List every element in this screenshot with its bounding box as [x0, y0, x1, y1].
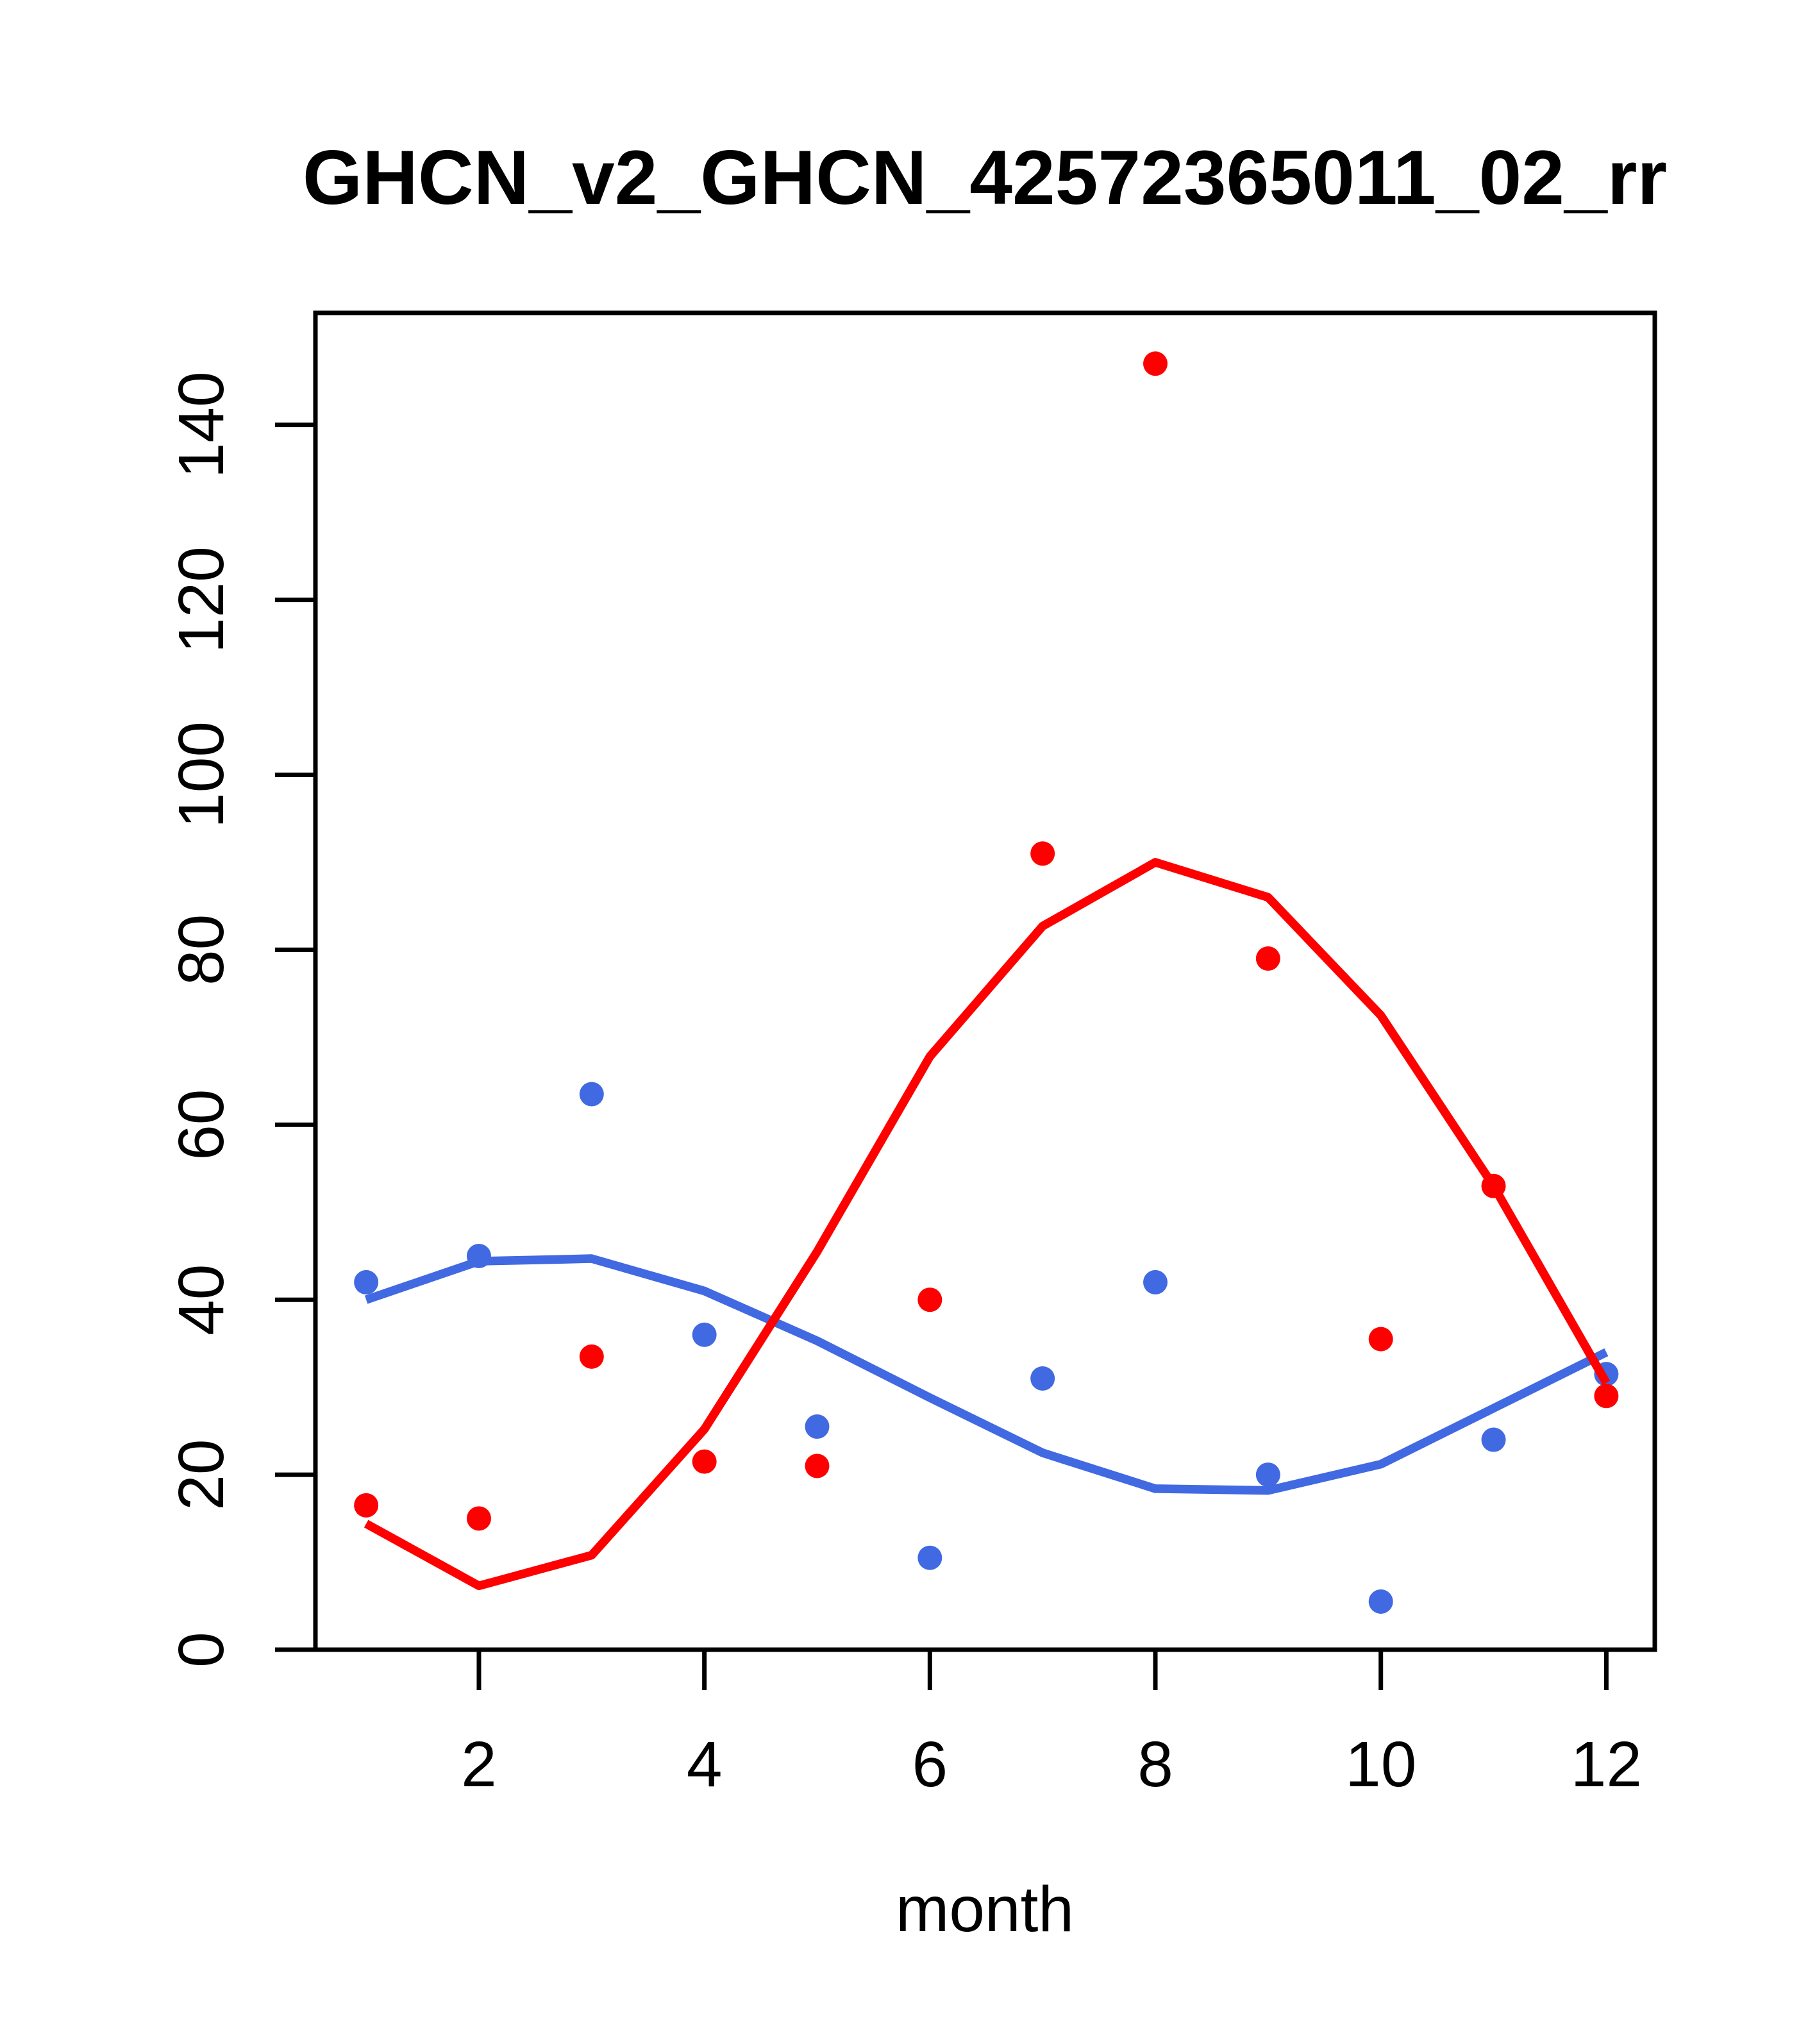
- series-red-points-dot: [917, 1287, 942, 1312]
- y-tick-label: 120: [165, 546, 237, 653]
- x-tick-label: 2: [461, 1729, 497, 1800]
- series-red-points: [354, 351, 1619, 1531]
- y-tick-label: 60: [165, 1089, 237, 1160]
- series-red-points-dot: [579, 1344, 604, 1369]
- series-red-points-dot: [1594, 1384, 1619, 1409]
- x-tick-label: 4: [687, 1729, 723, 1800]
- x-axis-label: month: [896, 1873, 1074, 1945]
- x-axis-ticks: 2 4 6 8 10 12: [461, 1650, 1642, 1800]
- y-tick-label: 80: [165, 914, 237, 985]
- series-red-points-dot: [805, 1453, 830, 1479]
- series-red-points-dot: [354, 1493, 379, 1518]
- series-blue-points-dot: [917, 1545, 942, 1570]
- series-red-points-dot: [692, 1449, 717, 1474]
- series-blue-points-dot: [1143, 1269, 1168, 1294]
- plot-title: GHCN_v2_GHCN_42572365011_02_rr: [303, 135, 1667, 221]
- y-tick-label: 20: [165, 1439, 237, 1510]
- series-blue-points-dot: [579, 1082, 604, 1107]
- series-blue-points-dot: [1481, 1427, 1506, 1452]
- plot-box: [313, 310, 1657, 1652]
- series-blue-points-dot: [354, 1269, 379, 1294]
- series-red-smooth: [364, 858, 1611, 1591]
- x-tick-label: 6: [912, 1729, 948, 1800]
- y-tick-label: 0: [165, 1632, 237, 1668]
- series-blue-points: [354, 1082, 1619, 1614]
- x-tick-label: 10: [1345, 1729, 1416, 1800]
- y-axis-ticks: 0 20 40 60 80 100 120 140: [165, 371, 315, 1668]
- series-blue-points-dot: [1255, 1462, 1280, 1487]
- y-tick-label: 140: [165, 371, 237, 478]
- y-tick-label: 100: [165, 721, 237, 828]
- series-red-points-dot: [1255, 946, 1280, 971]
- x-tick-label: 8: [1137, 1729, 1173, 1800]
- series-red-points-dot: [1143, 351, 1168, 376]
- series-layer: [354, 351, 1619, 1614]
- series-blue-points-dot: [1368, 1589, 1393, 1614]
- series-blue-points-dot: [1030, 1366, 1055, 1391]
- series-red-points-dot: [466, 1506, 491, 1531]
- series-blue-points-dot: [805, 1414, 830, 1439]
- series-blue-points-dot: [692, 1322, 717, 1347]
- series-blue-smooth: [364, 1254, 1609, 1495]
- series-red-points-dot: [1030, 841, 1055, 866]
- y-tick-label: 40: [165, 1264, 237, 1336]
- series-red-points-dot: [1368, 1327, 1393, 1352]
- x-tick-label: 12: [1571, 1729, 1642, 1800]
